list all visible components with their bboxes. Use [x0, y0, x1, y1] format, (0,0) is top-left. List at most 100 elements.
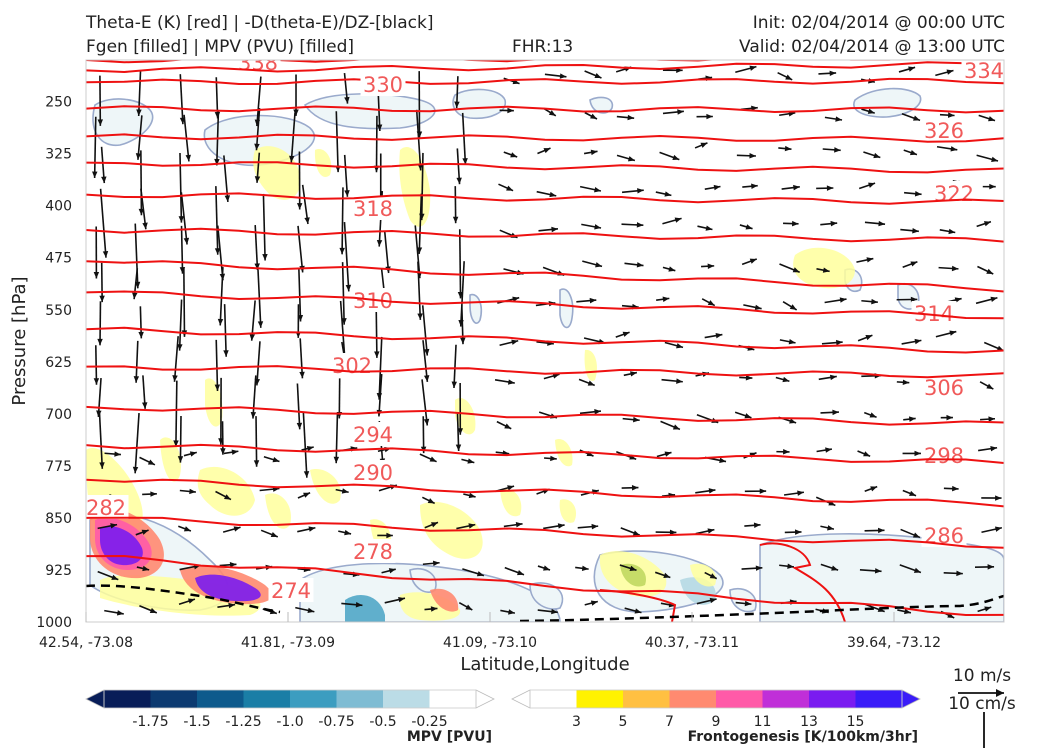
colorbar-segment — [716, 690, 763, 708]
wind-vector-head — [557, 523, 565, 529]
wind-vector-head — [676, 378, 683, 384]
x-tick-label: 41.09, -73.10 — [443, 635, 537, 651]
x-tick-label: 41.81, -73.09 — [241, 635, 335, 651]
wind-vector-head — [715, 332, 723, 339]
colorbar-segment — [530, 690, 577, 708]
colorbar-tick-label: 5 — [619, 714, 628, 730]
wind-vector — [378, 336, 383, 400]
wind-vector-head — [913, 567, 921, 573]
theta-e-contour-label: 298 — [924, 444, 964, 468]
theta-e-contour — [599, 589, 677, 622]
wind-vector-head — [839, 297, 847, 303]
wind-vector — [301, 184, 309, 225]
wind-vector-head — [986, 383, 994, 390]
wind-vector — [256, 341, 261, 386]
wind-vector-head — [719, 457, 727, 464]
wind-vector-head — [708, 488, 716, 494]
wind-vector — [421, 379, 429, 426]
wind-vector-head — [986, 268, 994, 275]
wind-vector-head — [452, 216, 459, 224]
frontogenesis-filled-areas — [86, 146, 855, 621]
wind-vector-head — [550, 455, 557, 462]
colorbar-segment — [855, 690, 903, 708]
colorbar-tick-label: -0.5 — [369, 714, 396, 730]
wind-vector-head — [797, 490, 804, 496]
wind-vector-head — [835, 116, 843, 122]
fgen-area — [197, 466, 255, 516]
wind-vector-head — [587, 380, 595, 386]
wind-vector-head — [749, 65, 757, 71]
y-tick-label: 400 — [45, 199, 72, 215]
wind-vector — [140, 150, 143, 216]
wind-vector-head — [744, 600, 752, 607]
wind-vector-head — [829, 70, 837, 77]
title-left-line1: Theta-E (K) [red] | -D(theta-E)/DZ-[blac… — [86, 13, 434, 33]
wind-vector-head — [632, 530, 640, 536]
y-tick-label: 850 — [45, 511, 72, 527]
wind-vector — [299, 338, 304, 379]
wind-vector-head — [183, 237, 190, 245]
wind-vector-head — [507, 485, 515, 491]
wind-vector-head — [417, 313, 423, 320]
wind-vector — [296, 383, 301, 430]
theta-e-contour — [86, 77, 1004, 86]
wind-vector-head — [672, 154, 680, 160]
wind-vector-head — [307, 607, 315, 614]
wind-vector — [383, 231, 390, 274]
wind-vector — [215, 339, 219, 392]
wind-vector-head — [594, 187, 601, 193]
wind-vector-head — [782, 376, 790, 383]
colorbar-segment — [336, 690, 384, 708]
wind-vector — [93, 116, 97, 179]
wind-vector-head — [637, 188, 644, 194]
wind-vector-head — [755, 565, 763, 571]
wind-vector-head — [455, 444, 462, 451]
wind-scale: 10 m/s 10 cm/s — [948, 666, 1016, 748]
fgen-colorbar-title: Frontogenesis [K/100km/3hr] — [688, 729, 918, 745]
wind-vector-head — [508, 609, 515, 615]
wind-vector-head — [344, 190, 350, 197]
wind-vector-head — [913, 115, 921, 121]
wind-vector-head — [705, 225, 713, 231]
wind-vector-head — [788, 338, 796, 345]
frontogenesis-colorbar: 3 5 7 9 11 13 15 — [511, 689, 921, 730]
x-axis-ticks: 42.54, -73.08 41.81, -73.09 41.09, -73.10 4… — [39, 612, 941, 651]
wind-vector-head — [214, 248, 221, 255]
wind-vector-head — [467, 458, 475, 464]
wind-vector-head — [745, 224, 753, 230]
wind-vector — [343, 154, 349, 197]
wind-vector-head — [183, 526, 191, 532]
theta-e-contour — [86, 365, 1004, 379]
wind-vector-head — [111, 574, 119, 580]
wind-vector-head — [101, 176, 107, 184]
forecast-hour: FHR:13 — [512, 37, 574, 57]
colorbar-tick-label: 11 — [754, 714, 772, 730]
wind-vector — [135, 340, 139, 383]
wind-vector-head — [552, 373, 560, 379]
wind-vector-head — [751, 183, 758, 189]
wind-vector-head — [672, 424, 680, 430]
wind-vector — [298, 267, 302, 322]
wind-vector — [219, 267, 224, 326]
theta-e-contour — [86, 290, 1004, 320]
wind-vector-head — [668, 266, 676, 272]
wind-vector-head — [220, 448, 226, 455]
wind-vector — [137, 115, 143, 160]
wind-vector-head — [250, 411, 257, 419]
wind-vector-head — [784, 145, 792, 152]
theta-e-contours: 338 3343303263223183143103063022982942902… — [86, 59, 1004, 622]
wind-vector-head — [172, 375, 178, 382]
y-tick-label: 1000 — [36, 615, 72, 631]
wind-vector-head — [787, 563, 794, 569]
wind-vector-head — [792, 220, 799, 227]
wind-vector-head — [707, 300, 715, 306]
theta-e-contour-label: 334 — [964, 59, 1004, 83]
wind-vector-head — [296, 203, 303, 210]
wind-vector-head — [214, 158, 220, 166]
wind-vector-head — [871, 298, 878, 305]
wind-vector-head — [745, 375, 753, 381]
wind-vector-head — [948, 228, 956, 235]
wind-vector-head — [559, 73, 567, 79]
wind-vector — [414, 225, 421, 279]
wind-vector — [137, 70, 142, 117]
